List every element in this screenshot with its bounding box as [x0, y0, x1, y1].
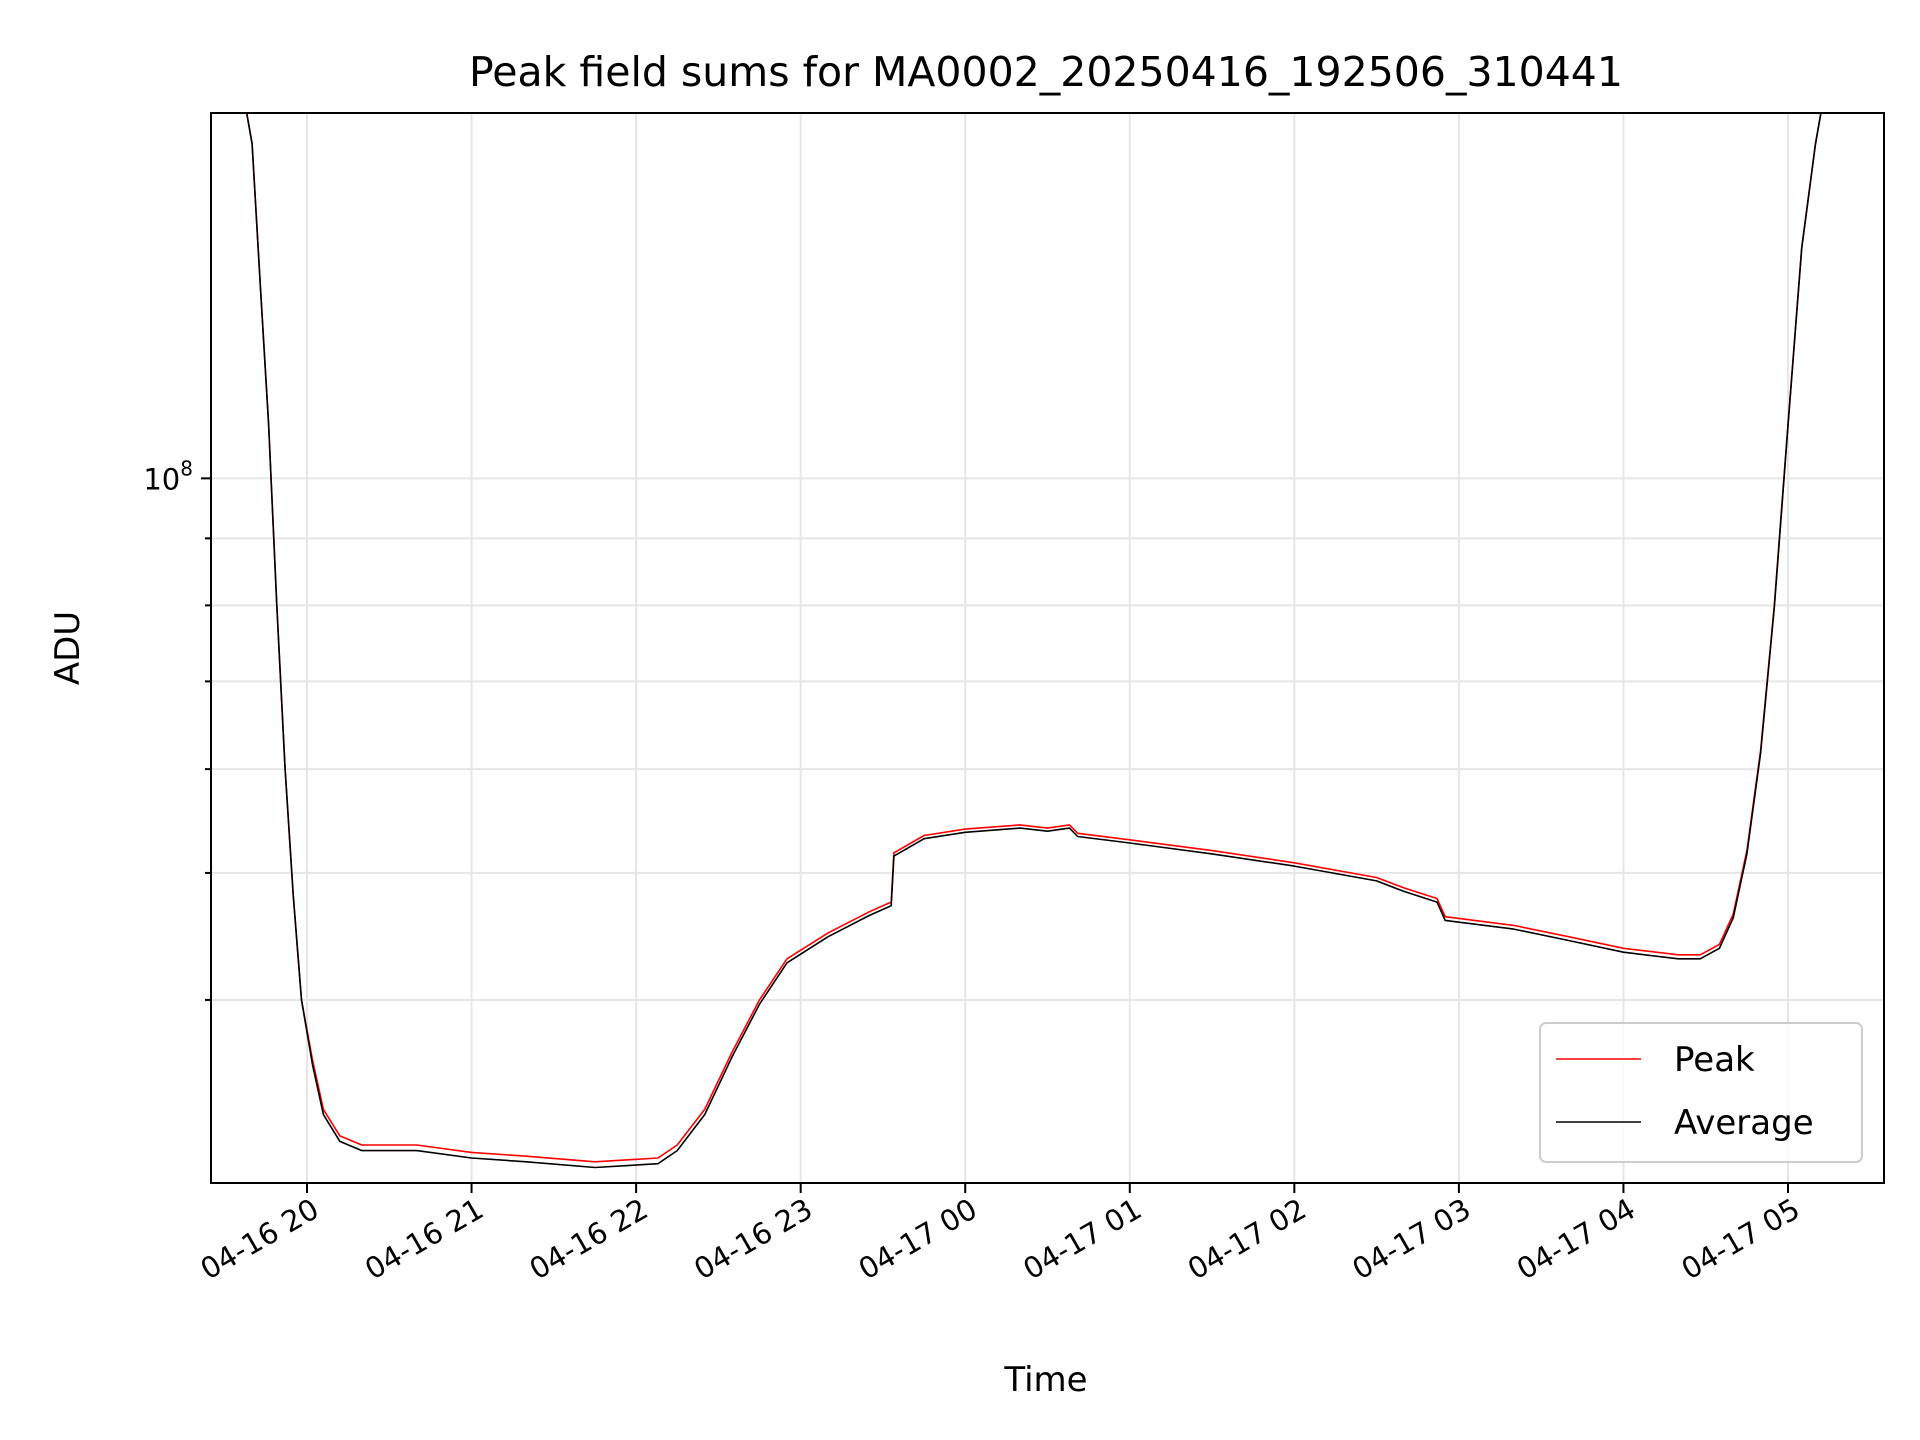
legend-label-average: Average [1674, 1103, 1814, 1143]
legend-label-peak: Peak [1674, 1040, 1755, 1080]
legend: Peak Average [1539, 1022, 1863, 1163]
y-axis-label: ADU [48, 611, 88, 685]
series-line-peak [211, 112, 1884, 1163]
legend-box [1539, 1022, 1863, 1163]
y-tick-label: 108 [143, 456, 193, 496]
series-line-average [211, 112, 1884, 1169]
grid-layer [211, 113, 1884, 1183]
series-layer [211, 112, 1884, 1169]
x-axis-label: Time [1003, 1360, 1087, 1400]
plot-frame [210, 112, 1885, 1184]
chart-title: Peak field sums for MA0002_20250416_1925… [469, 48, 1623, 96]
